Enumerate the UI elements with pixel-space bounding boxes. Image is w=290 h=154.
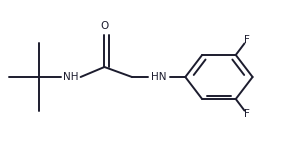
Text: NH: NH [63, 72, 79, 82]
Text: F: F [244, 35, 250, 45]
Text: F: F [244, 109, 250, 119]
Text: O: O [100, 21, 108, 31]
Text: HN: HN [151, 72, 167, 82]
